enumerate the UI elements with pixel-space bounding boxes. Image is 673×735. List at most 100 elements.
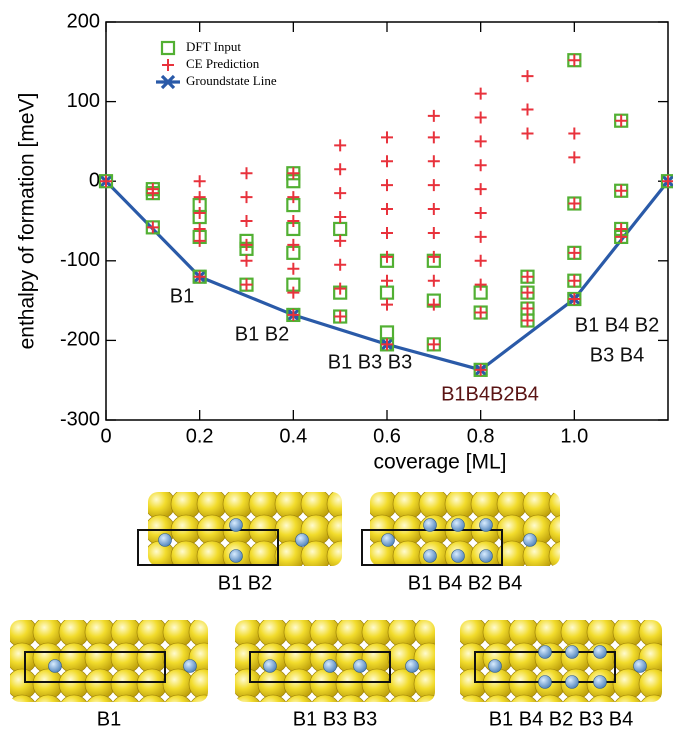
ce-point <box>522 303 534 315</box>
boron-atom <box>539 676 552 689</box>
ce-point <box>522 287 534 299</box>
gold-atom <box>59 721 89 735</box>
x-axis-label: coverage [ML] <box>373 451 506 474</box>
gold-atom <box>561 617 591 647</box>
ce-point <box>568 247 580 259</box>
gold-atom <box>223 489 253 519</box>
boron-atom <box>324 660 337 673</box>
gold-atom <box>445 489 475 519</box>
gold-atom <box>189 669 219 699</box>
ce-point <box>475 231 487 243</box>
annotation: B1B4B2B4 <box>441 383 539 405</box>
gold-atom <box>258 669 288 699</box>
gold-atom <box>7 643 37 673</box>
boron-atom <box>230 550 243 563</box>
gold-atom <box>85 643 115 673</box>
structure-panel: B1 B3 B3 <box>232 617 470 735</box>
ce-point <box>475 88 487 100</box>
ce-point <box>381 275 393 287</box>
ce-point <box>287 167 299 179</box>
gold-atom <box>232 695 262 725</box>
y-tick-label: 0 <box>89 169 100 191</box>
gold-atom <box>393 489 423 519</box>
ce-point <box>428 275 440 287</box>
gold-atom <box>215 721 245 735</box>
boron-atom <box>264 660 277 673</box>
ce-point <box>194 191 206 203</box>
gold-atom <box>137 721 167 735</box>
ce-point <box>428 227 440 239</box>
ce-point <box>241 167 253 179</box>
boron-atom <box>489 660 502 673</box>
boron-atom <box>634 660 647 673</box>
gold-atom <box>414 721 444 735</box>
ce-point <box>522 271 534 283</box>
gold-atom <box>575 515 605 545</box>
gold-atom <box>310 617 340 647</box>
gold-atom <box>171 567 201 597</box>
gold-atom <box>189 617 219 647</box>
gold-atom <box>639 669 669 699</box>
gold-atom <box>523 567 553 597</box>
gold-atom <box>353 567 383 597</box>
gold-atom <box>163 669 193 699</box>
ce-point <box>475 135 487 147</box>
boron-atom <box>424 550 437 563</box>
ce-point <box>381 251 393 263</box>
boron-atom <box>452 519 465 532</box>
ce-point <box>287 215 299 227</box>
ce-point <box>522 127 534 139</box>
gold-atom <box>414 695 444 725</box>
gold-atom <box>327 541 357 571</box>
ce-point <box>615 185 627 197</box>
gold-atom <box>111 617 141 647</box>
gold-atom <box>33 721 63 735</box>
gold-atom <box>665 643 673 673</box>
dft-point <box>381 287 393 299</box>
gold-atom <box>145 541 175 571</box>
boron-atom <box>480 550 493 563</box>
gold-atom <box>7 669 37 699</box>
gold-atom <box>7 721 37 735</box>
gold-atom <box>137 617 167 647</box>
ce-point <box>568 127 580 139</box>
gold-atom <box>336 669 366 699</box>
ce-point <box>241 279 253 291</box>
gold-atom <box>414 643 444 673</box>
ce-point <box>428 338 440 350</box>
gold-atom <box>258 721 288 735</box>
gold-atom <box>275 567 305 597</box>
gold-atom <box>327 489 357 519</box>
gold-atom <box>367 541 397 571</box>
boron-atom <box>566 676 579 689</box>
ce-point <box>194 235 206 247</box>
ce-point <box>381 131 393 143</box>
structure-label: B1 <box>97 708 121 730</box>
gold-atom <box>232 669 262 699</box>
gold-atom <box>497 489 527 519</box>
x-tick-label: 0.6 <box>373 425 401 447</box>
figure: coverage [ML] enthalpy of formation [meV… <box>0 0 673 735</box>
gold-atom <box>249 489 279 519</box>
ce-point <box>475 159 487 171</box>
boron-atom <box>382 534 395 547</box>
gold-atom <box>258 695 288 725</box>
ce-point <box>194 207 206 219</box>
gold-atom <box>575 489 605 519</box>
ce-point <box>381 179 393 191</box>
gold-atom <box>163 617 193 647</box>
gold-atom <box>249 541 279 571</box>
ce-point <box>334 311 346 323</box>
boron-atom <box>184 660 197 673</box>
x-tick-label: 0.8 <box>467 425 495 447</box>
gold-atom <box>258 617 288 647</box>
gold-atom <box>367 489 397 519</box>
gold-atom <box>388 617 418 647</box>
ce-point <box>522 70 534 82</box>
gold-atom <box>575 541 605 571</box>
ce-point <box>334 163 346 175</box>
ce-point <box>568 54 580 66</box>
ce-point <box>194 175 206 187</box>
gold-atom <box>145 489 175 519</box>
legend-label: DFT Input <box>186 39 241 54</box>
